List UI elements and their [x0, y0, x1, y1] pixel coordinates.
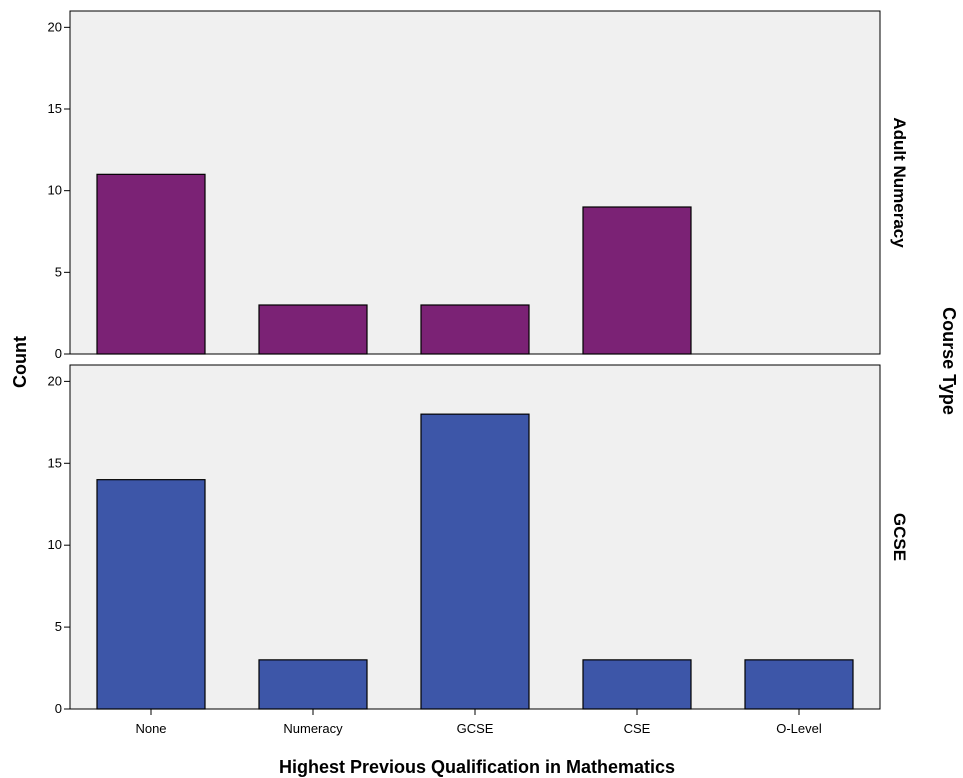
x-tick-label-0: None [135, 721, 166, 736]
bar-1-o-level [744, 659, 854, 710]
x-axis-title: Highest Previous Qualification in Mathem… [279, 757, 675, 777]
panel-1: 0 5 10 15 20 GCSE [48, 364, 909, 716]
y-tick-label-1-5: 5 [55, 619, 62, 634]
bar-0-gcse [420, 304, 530, 355]
bar-0-none [96, 173, 206, 355]
bar-0-cse [582, 206, 692, 355]
bar-1-gcse [420, 413, 530, 710]
y-tick-label-1-10: 10 [48, 537, 62, 552]
y-tick-label-1-0: 0 [55, 701, 62, 716]
bar-1-numeracy [258, 659, 368, 710]
y-tick-label-1-20: 20 [48, 373, 62, 388]
y-axis-title: Count [10, 336, 30, 388]
y-tick-label-0-0: 0 [55, 346, 62, 361]
bar-1-none [96, 479, 206, 710]
y-tick-label-0-15: 15 [48, 101, 62, 116]
y-tick-label-0-10: 10 [48, 183, 62, 198]
x-tick-layer: None Numeracy GCSE CSE O-Level [135, 709, 822, 736]
x-tick-label-4: O-Level [776, 721, 822, 736]
panels-layer: 0 5 10 15 20 Adult Numeracy 0 5 10 15 20 GCSE [48, 10, 909, 716]
y-tick-label-0-5: 5 [55, 264, 62, 279]
bar-1-cse [582, 659, 692, 710]
x-tick-label-1: Numeracy [283, 721, 343, 736]
bar-0-numeracy [258, 304, 368, 355]
panel-label-1: GCSE [890, 513, 909, 561]
y-tick-label-1-15: 15 [48, 455, 62, 470]
panel-axis-title: Course Type [939, 307, 959, 415]
panel-0: 0 5 10 15 20 Adult Numeracy [48, 10, 909, 361]
x-tick-label-3: CSE [624, 721, 651, 736]
y-tick-label-0-20: 20 [48, 19, 62, 34]
panel-label-0: Adult Numeracy [890, 117, 909, 248]
x-tick-label-2: GCSE [457, 721, 494, 736]
